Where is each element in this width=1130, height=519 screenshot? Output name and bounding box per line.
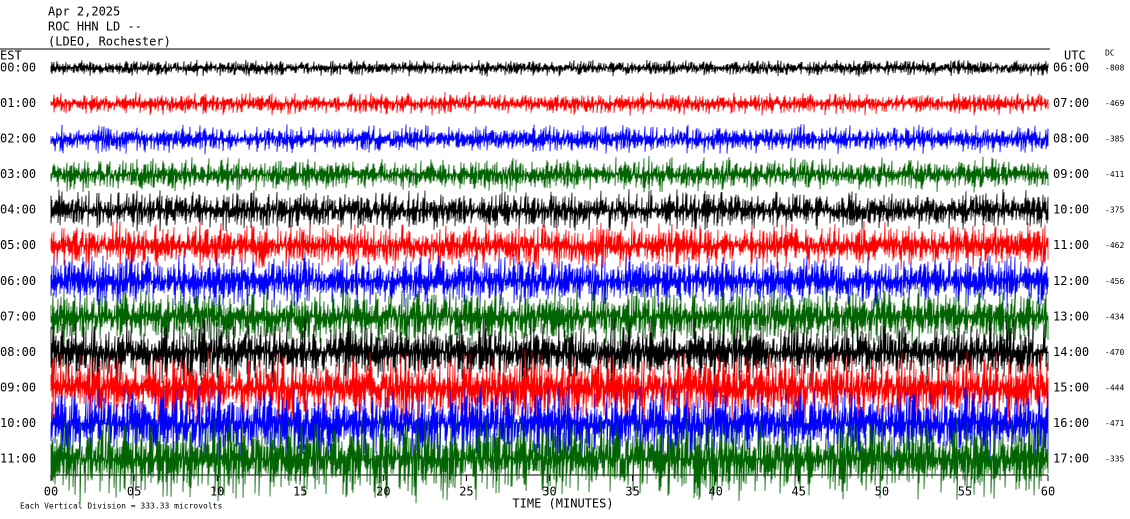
trace [50,415,1049,504]
x-tick-label: 35 [625,485,639,499]
est-label: 05:00 [0,238,36,252]
dc-label: -462 [1105,241,1124,250]
dc-title: DC [1105,49,1115,58]
footer: Each Vertical Division = 333.33 microvol… [20,502,222,511]
x-tick-label: 10 [210,485,224,499]
header-line: Apr 2,2025 [48,5,120,19]
dc-label: -470 [1105,348,1124,357]
est-label: 04:00 [0,203,36,217]
dc-label: -411 [1105,170,1124,179]
trace [50,124,1049,155]
x-tick-label: 45 [792,485,806,499]
x-tick-label: 05 [127,485,141,499]
est-label: 02:00 [0,132,36,146]
est-label: 00:00 [0,61,36,75]
dc-label: -434 [1105,312,1124,321]
dc-label: -469 [1105,99,1124,108]
x-tick-label: 55 [958,485,972,499]
trace [50,220,1049,271]
x-tick-label: 40 [708,485,722,499]
x-tick-label: 20 [376,485,390,499]
dc-label: -456 [1105,277,1124,286]
utc-label: 08:00 [1053,132,1089,146]
trace [50,91,1049,116]
trace [50,155,1049,193]
utc-label: 07:00 [1053,96,1089,110]
dc-label: -808 [1105,64,1124,73]
x-tick-label: 25 [459,485,473,499]
est-label: 07:00 [0,309,36,323]
dc-label: -471 [1105,419,1124,428]
header-line: ROC HHN LD -- [48,20,142,34]
trace [50,285,1049,348]
dc-label: -335 [1105,455,1124,464]
utc-label: 06:00 [1053,61,1089,75]
est-label: 08:00 [0,345,36,359]
trace [50,59,1049,77]
trace [50,252,1049,310]
utc-label: 10:00 [1053,203,1089,217]
utc-label: 11:00 [1053,238,1089,252]
est-label: 11:00 [0,452,36,466]
est-label: 06:00 [0,274,36,288]
trace [50,349,1049,426]
dc-label: -444 [1105,383,1124,392]
trace [50,317,1049,388]
utc-label: 09:00 [1053,167,1089,181]
x-tick-label: 15 [293,485,307,499]
x-tick-label: 00 [44,485,58,499]
est-label: 09:00 [0,380,36,394]
trace [50,384,1049,466]
utc-label: 15:00 [1053,380,1089,394]
x-tick-label: 50 [875,485,889,499]
x-tick-label: 30 [542,485,556,499]
utc-label: 16:00 [1053,416,1089,430]
utc-label: 14:00 [1053,345,1089,359]
left-title: EST [0,49,22,63]
right-title: UTC [1064,49,1086,63]
x-tick-label: 60 [1041,485,1055,499]
dc-label: -385 [1105,135,1124,144]
est-label: 10:00 [0,416,36,430]
dc-label: -375 [1105,206,1124,215]
x-axis-title: TIME (MINUTES) [512,497,613,511]
utc-label: 12:00 [1053,274,1089,288]
est-label: 03:00 [0,167,36,181]
est-label: 01:00 [0,96,36,110]
header-line: (LDEO, Rochester) [48,35,171,49]
utc-label: 17:00 [1053,452,1089,466]
trace [50,189,1049,232]
utc-label: 13:00 [1053,309,1089,323]
